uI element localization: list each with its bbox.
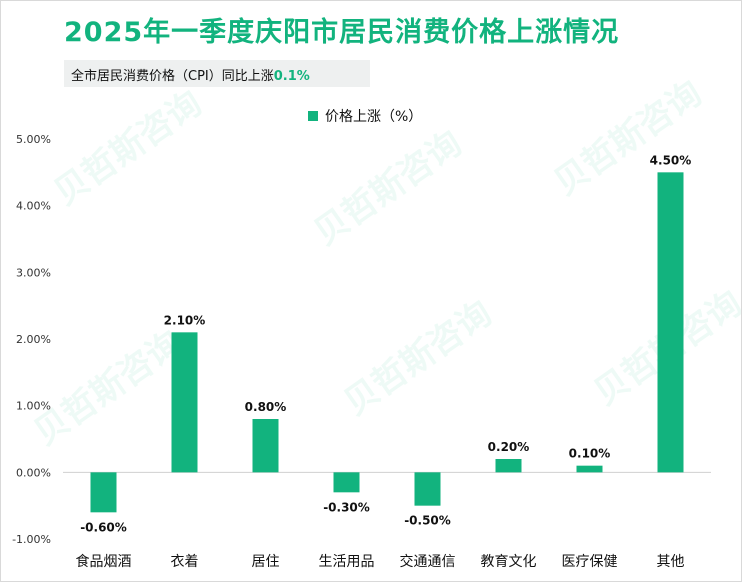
bar — [90, 472, 117, 513]
x-tick-label: 食品烟酒 — [76, 553, 132, 570]
data-label: 0.10% — [569, 447, 611, 461]
chart-legend: 价格上涨（%） — [308, 106, 422, 126]
y-tick-label: 1.00% — [16, 400, 51, 413]
y-tick-label: -1.00% — [12, 533, 51, 546]
x-tick-label: 衣着 — [171, 554, 199, 570]
chart-title: 2025年一季度庆阳市居民消费价格上涨情况 — [64, 17, 620, 48]
bar — [657, 172, 684, 473]
y-tick-label: 2.00% — [16, 333, 51, 346]
bar — [414, 472, 441, 506]
x-tick-label: 居住 — [252, 554, 280, 570]
bar — [171, 332, 198, 473]
data-label: 2.10% — [164, 313, 206, 327]
bar — [333, 472, 360, 493]
y-tick-label: 5.00% — [16, 133, 51, 146]
y-tick-label: 4.00% — [16, 200, 51, 213]
x-tick-label: 生活用品 — [319, 554, 375, 570]
x-tick-label: 交通通信 — [400, 553, 456, 570]
x-tick-label: 教育文化 — [481, 554, 537, 570]
data-label: -0.60% — [80, 520, 127, 534]
x-tick-label: 医疗保健 — [562, 554, 618, 570]
legend-swatch — [308, 111, 318, 121]
cpi-summary-box: 全市居民消费价格（CPI）同比上涨0.1% — [64, 60, 370, 87]
data-label: 0.20% — [488, 440, 530, 454]
x-tick-label: 其他 — [657, 554, 685, 570]
bar — [495, 459, 522, 473]
cpi-summary-value: 0.1% — [273, 69, 310, 84]
y-tick-label: 3.00% — [16, 266, 51, 279]
legend-label: 价格上涨（%） — [325, 109, 423, 125]
data-label: 4.50% — [650, 153, 692, 167]
y-tick-label: 0.00% — [16, 466, 51, 479]
bar — [576, 465, 603, 473]
cpi-summary-label: 全市居民消费价格（CPI）同比上涨 — [71, 69, 274, 84]
bar — [252, 419, 279, 473]
data-label: -0.50% — [404, 514, 451, 528]
data-label: -0.30% — [323, 500, 370, 514]
data-label: 0.80% — [245, 400, 287, 414]
